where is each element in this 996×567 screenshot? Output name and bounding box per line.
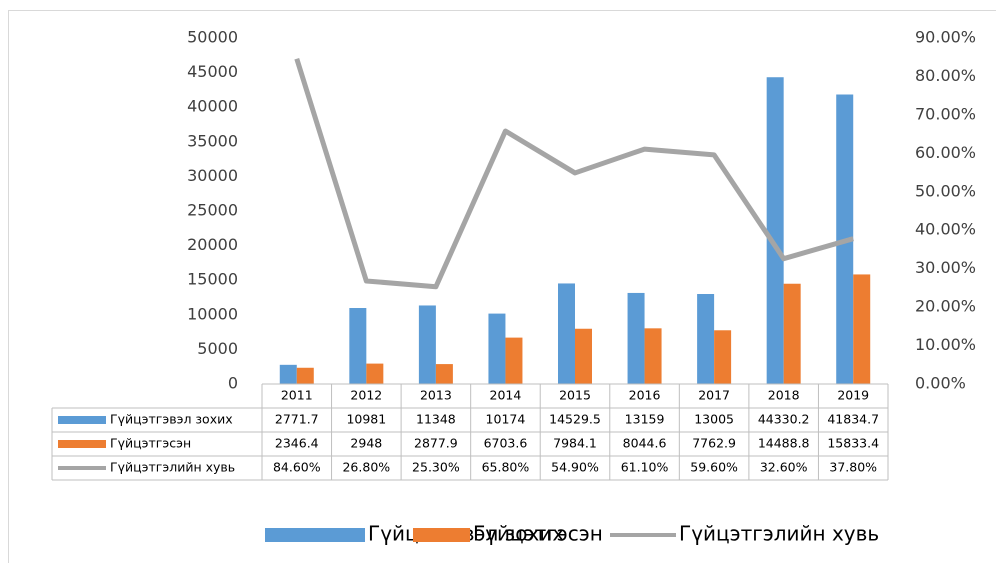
y-tick-label: 30000 bbox=[187, 166, 238, 185]
bar bbox=[349, 308, 366, 384]
y2-tick-label: 70.00% bbox=[915, 104, 976, 123]
x-tick-label: 2012 bbox=[350, 388, 382, 403]
bar bbox=[280, 365, 297, 384]
table-cell: 2346.4 bbox=[275, 436, 319, 451]
table-cell: 59.60% bbox=[690, 460, 738, 475]
table-cell: 32.60% bbox=[760, 460, 808, 475]
table-cell: 65.80% bbox=[482, 460, 530, 475]
y-tick-label: 45000 bbox=[187, 62, 238, 81]
table-cell: 41834.7 bbox=[827, 412, 879, 427]
x-tick-label: 2011 bbox=[281, 388, 313, 403]
bar bbox=[767, 77, 784, 384]
table-cell: 37.80% bbox=[829, 460, 877, 475]
y-tick-label: 5000 bbox=[197, 339, 238, 358]
table-key bbox=[58, 440, 106, 448]
table-cell: 2948 bbox=[350, 436, 382, 451]
bar bbox=[853, 274, 870, 384]
table-row-label: Гүйцэтгэвэл зохих bbox=[110, 412, 233, 427]
y-tick-label: 10000 bbox=[187, 304, 238, 323]
y2-tick-label: 40.00% bbox=[915, 220, 976, 239]
table-cell: 14529.5 bbox=[549, 412, 601, 427]
bar bbox=[645, 328, 662, 384]
table-cell: 2771.7 bbox=[275, 412, 319, 427]
table-cell: 2877.9 bbox=[414, 436, 458, 451]
x-tick-label: 2015 bbox=[559, 388, 591, 403]
bar bbox=[697, 294, 714, 384]
y2-tick-label: 10.00% bbox=[915, 335, 976, 354]
table-cell: 11348 bbox=[416, 412, 456, 427]
y-tick-label: 50000 bbox=[187, 28, 238, 47]
table-cell: 8044.6 bbox=[623, 436, 667, 451]
table-row-label: Гүйцэтгэсэн bbox=[110, 436, 191, 451]
table-cell: 54.90% bbox=[551, 460, 599, 475]
table-cell: 10174 bbox=[486, 412, 526, 427]
bar bbox=[714, 330, 731, 384]
y-tick-label: 20000 bbox=[187, 235, 238, 254]
y-tick-label: 25000 bbox=[187, 201, 238, 220]
bar bbox=[366, 364, 383, 384]
table-cell: 7984.1 bbox=[553, 436, 597, 451]
y-tick-label: 35000 bbox=[187, 131, 238, 150]
table-cell: 10981 bbox=[346, 412, 386, 427]
y-tick-label: 15000 bbox=[187, 270, 238, 289]
table-cell: 7762.9 bbox=[692, 436, 736, 451]
y2-tick-label: 30.00% bbox=[915, 258, 976, 277]
table-cell: 61.10% bbox=[621, 460, 669, 475]
table-cell: 84.60% bbox=[273, 460, 321, 475]
bar bbox=[628, 293, 645, 384]
table-cell: 14488.8 bbox=[758, 436, 810, 451]
y2-tick-label: 90.00% bbox=[915, 28, 976, 47]
legend-key bbox=[265, 528, 365, 542]
legend-key bbox=[413, 528, 470, 542]
x-tick-label: 2013 bbox=[420, 388, 452, 403]
y2-tick-label: 50.00% bbox=[915, 181, 976, 200]
bar bbox=[297, 368, 314, 384]
legend-label: Гүйцэтгэлийн хувь bbox=[679, 522, 879, 546]
table-cell: 26.80% bbox=[342, 460, 390, 475]
table-cell: 25.30% bbox=[412, 460, 460, 475]
table-key bbox=[58, 416, 106, 424]
x-tick-label: 2019 bbox=[837, 388, 869, 403]
table-cell: 44330.2 bbox=[758, 412, 810, 427]
table-cell: 6703.6 bbox=[484, 436, 528, 451]
legend-label: Гүйцэтгэсэн bbox=[473, 522, 603, 546]
x-tick-label: 2014 bbox=[490, 388, 522, 403]
table-cell: 13005 bbox=[694, 412, 734, 427]
table-cell: 13159 bbox=[625, 412, 665, 427]
bar bbox=[784, 284, 801, 384]
y2-tick-label: 0.00% bbox=[915, 374, 966, 393]
y2-tick-label: 20.00% bbox=[915, 297, 976, 316]
bar bbox=[575, 329, 592, 384]
x-tick-label: 2018 bbox=[768, 388, 800, 403]
bar bbox=[419, 305, 436, 384]
bar bbox=[505, 338, 522, 384]
x-tick-label: 2016 bbox=[629, 388, 661, 403]
y2-tick-label: 80.00% bbox=[915, 66, 976, 85]
bar bbox=[558, 283, 575, 384]
bar bbox=[488, 314, 505, 384]
bar bbox=[436, 364, 453, 384]
table-cell: 15833.4 bbox=[827, 436, 879, 451]
x-tick-label: 2017 bbox=[698, 388, 730, 403]
table-row-label: Гүйцэтгэлийн хувь bbox=[110, 460, 235, 475]
y-tick-label: 0 bbox=[228, 374, 238, 393]
y2-tick-label: 60.00% bbox=[915, 143, 976, 162]
y-tick-label: 40000 bbox=[187, 97, 238, 116]
